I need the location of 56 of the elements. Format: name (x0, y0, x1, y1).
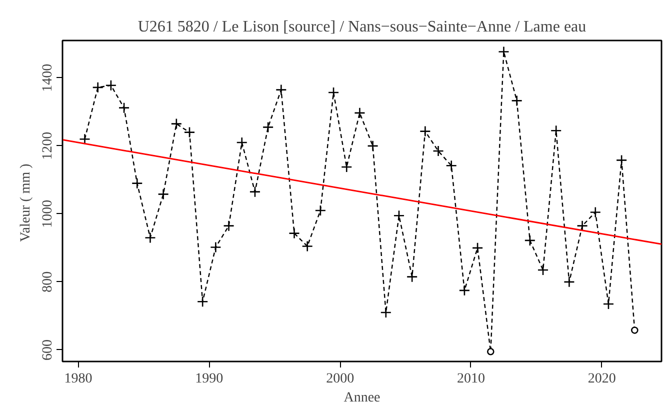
point (158, 188, 169, 200)
point (432, 145, 444, 157)
point (314, 204, 326, 216)
y-axis-title: Valeur ( mm ) (18, 163, 34, 242)
point (249, 186, 261, 198)
point (340, 161, 352, 173)
point (276, 84, 287, 96)
point (92, 82, 104, 94)
point (550, 124, 562, 136)
point (380, 306, 392, 318)
point (105, 80, 117, 92)
x-tick-label: 1990 (195, 372, 224, 386)
x-tick-label: 1980 (64, 372, 92, 386)
chart-title: U261 5820 / Le Lison [source] / Nans−sous−Sainte−Anne / Lame eau (138, 18, 586, 36)
point (616, 154, 628, 166)
point (79, 133, 90, 145)
point (196, 296, 208, 308)
y-tick-label: 600 (40, 339, 56, 360)
y-tick-label: 1400 (40, 64, 56, 92)
y-tick-label: 800 (40, 271, 56, 292)
point (302, 240, 313, 252)
x-axis-title: Annee (344, 390, 380, 406)
point (170, 118, 182, 130)
point (590, 206, 602, 218)
point (262, 122, 274, 133)
point (524, 234, 536, 246)
point (576, 220, 588, 232)
x-tick-label: 2020 (588, 372, 616, 386)
point (367, 140, 378, 152)
point (498, 46, 510, 58)
point (354, 107, 366, 119)
y-tick-label: 1200 (40, 132, 56, 160)
point (446, 160, 458, 172)
point (537, 264, 549, 276)
y-tick-label: 1000 (40, 200, 56, 228)
point (131, 178, 143, 189)
point (406, 271, 418, 282)
point (144, 232, 156, 244)
point (393, 210, 405, 222)
point (223, 220, 234, 232)
point (420, 126, 431, 137)
point (184, 126, 196, 138)
point (602, 298, 614, 310)
point (472, 242, 484, 254)
point (236, 136, 248, 148)
point (511, 95, 522, 106)
point (118, 102, 130, 114)
point (328, 86, 340, 98)
point (210, 242, 222, 253)
point (288, 228, 300, 239)
x-tick-label: 2010 (457, 372, 485, 386)
point (564, 276, 575, 288)
point (486, 348, 494, 356)
x-tick-label: 2000 (326, 372, 354, 386)
point (458, 284, 470, 296)
point (631, 326, 638, 334)
